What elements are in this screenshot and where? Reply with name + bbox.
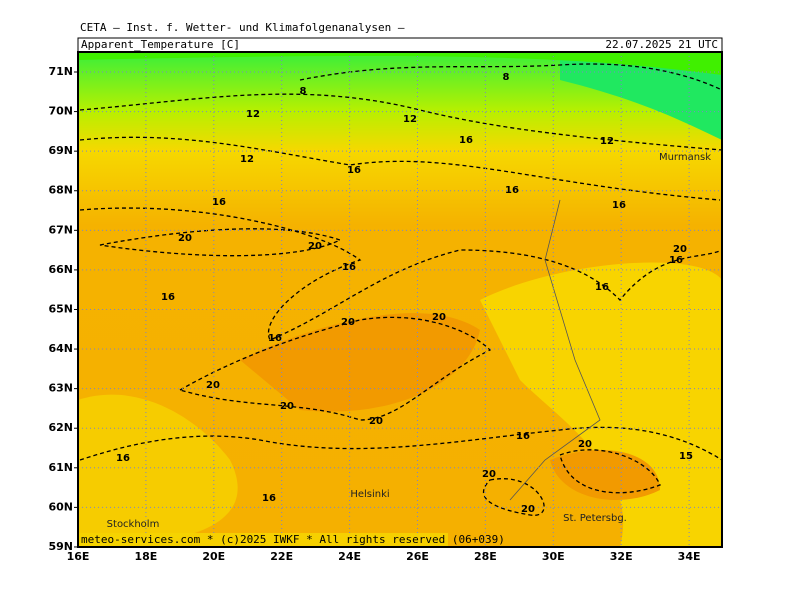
lat-label: 71N xyxy=(48,65,73,78)
lat-label: 68N xyxy=(48,184,73,197)
map-title: Apparent_Temperature [C] xyxy=(81,38,240,51)
contour-line xyxy=(79,426,722,461)
cold-area xyxy=(78,52,722,75)
contour-label: 20 xyxy=(521,504,535,515)
lon-label: 24E xyxy=(338,550,361,563)
place-label: Stockholm xyxy=(107,519,160,530)
contour-label: 16 xyxy=(268,333,282,344)
contour-label: 16 xyxy=(262,493,276,504)
border-line xyxy=(509,199,601,501)
lat-label: 65N xyxy=(48,302,73,315)
lat-label: 70N xyxy=(48,105,73,118)
cold-area xyxy=(560,52,722,140)
contour-label: 15 xyxy=(679,451,693,462)
lon-label: 18E xyxy=(134,550,157,563)
contour-line xyxy=(79,93,722,151)
lon-label: 30E xyxy=(542,550,565,563)
contour-label: 12 xyxy=(600,136,614,147)
contour-label: 12 xyxy=(403,114,417,125)
contour-line xyxy=(79,136,721,201)
contour-label: 20 xyxy=(578,439,592,450)
contour-label: 20 xyxy=(280,401,294,412)
warm-area xyxy=(550,450,660,500)
lon-label: 26E xyxy=(406,550,429,563)
lat-label: 61N xyxy=(48,461,73,474)
lat-label: 66N xyxy=(48,263,73,276)
lon-label: 16E xyxy=(67,550,90,563)
map-date: 22.07.2025 21 UTC xyxy=(605,38,718,51)
contour-label: 20 xyxy=(432,312,446,323)
warm-area xyxy=(480,262,722,547)
contour-line xyxy=(99,228,342,257)
contour-label: 20 xyxy=(369,416,383,427)
contour-label: 16 xyxy=(595,282,609,293)
contour-label: 20 xyxy=(178,233,192,244)
contour-label: 16 xyxy=(342,262,356,273)
lon-label: 28E xyxy=(474,550,497,563)
map-frame xyxy=(77,51,723,548)
contour-label: 16 xyxy=(516,431,530,442)
source-title: CETA — Inst. f. Wetter- und Klimafolgena… xyxy=(80,21,405,34)
contour-label: 20 xyxy=(482,469,496,480)
footer: meteo-services.com * (c)2025 IWKF * All … xyxy=(81,533,505,546)
contour-label: 16 xyxy=(212,197,226,208)
contour-label: 8 xyxy=(300,86,307,97)
contour-line xyxy=(299,63,722,91)
place-label: St. Petersbg. xyxy=(563,513,627,524)
lat-label: 63N xyxy=(48,382,73,395)
contour-label: 16 xyxy=(612,200,626,211)
contour-label: 16 xyxy=(505,185,519,196)
contour-label: 20 xyxy=(341,317,355,328)
lat-label: 60N xyxy=(48,500,73,513)
contour-label: 8 xyxy=(503,72,510,83)
contour-label: 20 xyxy=(673,244,687,255)
lat-label: 62N xyxy=(48,421,73,434)
contour-label: 16 xyxy=(161,292,175,303)
place-label: Murmansk xyxy=(659,152,711,163)
contour-label: 12 xyxy=(246,109,260,120)
contour-label: 16 xyxy=(347,165,361,176)
lat-label: 64N xyxy=(48,342,73,355)
contour-line xyxy=(178,316,492,421)
contour-label: 16 xyxy=(116,453,130,464)
lat-label: 67N xyxy=(48,223,73,236)
warm-area xyxy=(240,313,480,412)
contour-label: 16 xyxy=(459,135,473,146)
contour-label: 12 xyxy=(240,154,254,165)
contour-label: 20 xyxy=(308,241,322,252)
place-label: Helsinki xyxy=(350,489,389,500)
lon-label: 20E xyxy=(202,550,225,563)
contour-label: 16 xyxy=(669,255,683,266)
footer-box xyxy=(78,533,448,547)
contour-line xyxy=(79,207,722,341)
lon-label: 34E xyxy=(678,550,701,563)
lon-label: 32E xyxy=(610,550,633,563)
contour-line xyxy=(559,449,661,494)
lat-label: 59N xyxy=(48,540,73,553)
lat-label: 69N xyxy=(48,144,73,157)
lon-label: 22E xyxy=(270,550,293,563)
contour-label: 20 xyxy=(206,380,220,391)
warm-area xyxy=(78,394,238,547)
